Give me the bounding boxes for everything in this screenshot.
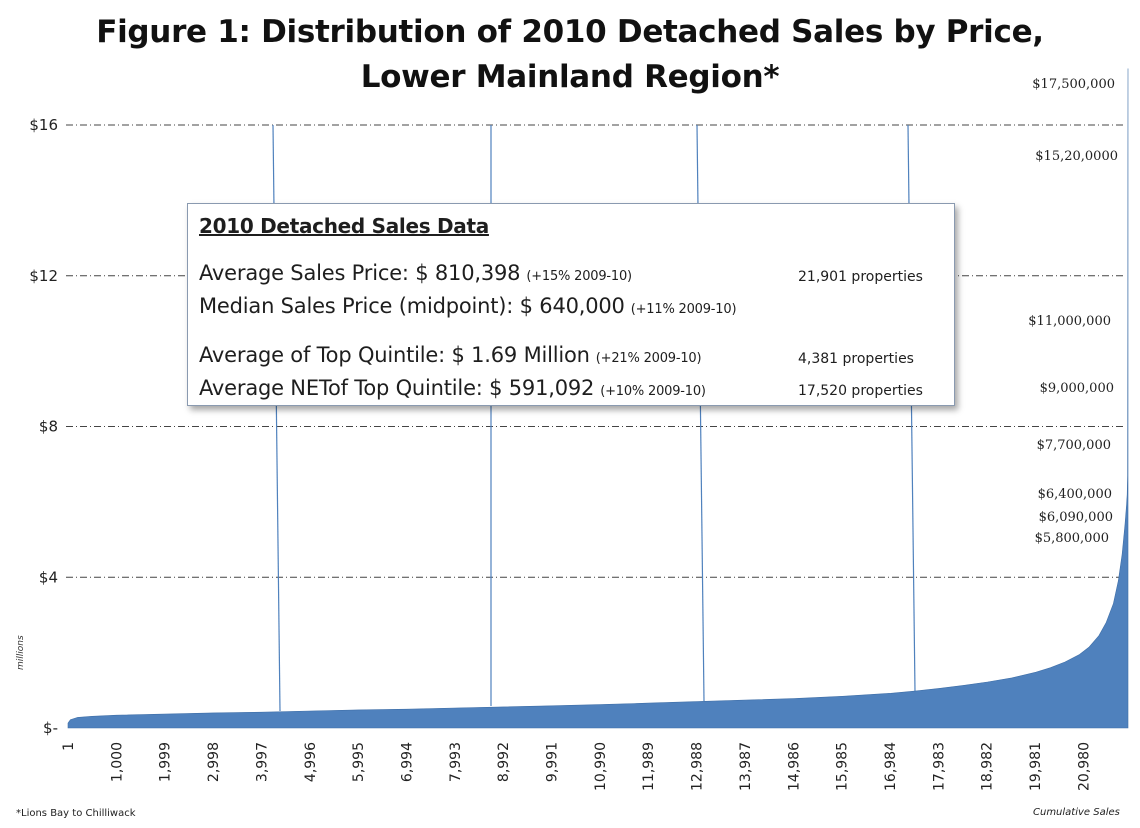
x-axis-labels: 1 1,000 1,999 2,998 3,997 4,996 5,995 6,994 7,99…: [61, 742, 1092, 791]
info-row-median-price: Median Sales Price (midpoint): $ 640,000…: [199, 294, 737, 318]
price-area-series: [67, 68, 1129, 729]
price-annotation: $11,000,000: [1028, 314, 1111, 329]
y-axis-caption: millions: [16, 635, 26, 670]
x-tick-label: 1: [61, 742, 77, 751]
summary-info-box: 2010 Detached Sales Data Average Sales P…: [187, 203, 955, 406]
price-annotation: $7,700,000: [1037, 438, 1111, 453]
info-row-top-quintile: Average of Top Quintile: $ 1.69 Million (…: [199, 343, 702, 367]
info-row-text: Average NETof Top Quintile: $ 591,092: [199, 376, 595, 400]
y-tick-label: $4: [39, 568, 58, 586]
info-row-count: 4,381 properties: [798, 351, 914, 367]
info-row-change: (+10% 2009-10): [600, 384, 706, 399]
x-tick-label: 4,996: [303, 742, 319, 782]
x-tick-label: 1,000: [109, 742, 125, 782]
info-row-change: (+21% 2009-10): [595, 351, 702, 366]
y-tick-label: $12: [29, 267, 58, 285]
y-tick-label: $-: [43, 719, 58, 737]
info-row-text: Average of Top Quintile: $ 1.69 Million: [199, 343, 590, 367]
footnote: *Lions Bay to Chilliwack: [16, 808, 136, 819]
chart-title-line-1: Figure 1: Distribution of 2010 Detached …: [96, 14, 1044, 50]
x-tick-label: 16,984: [883, 742, 899, 791]
info-box-heading: 2010 Detached Sales Data: [199, 214, 489, 238]
info-row-text: Median Sales Price (midpoint): $ 640,000: [199, 294, 625, 318]
price-annotations: $17,500,000 $15,20,0000 $11,000,000 $9,000,…: [1028, 77, 1118, 546]
price-annotation: $9,000,000: [1040, 381, 1114, 396]
y-tick-label: $16: [29, 116, 58, 134]
info-row-average-price: Average Sales Price: $ 810,398 (+15% 2009…: [199, 261, 632, 285]
x-tick-label: 8,992: [496, 742, 512, 782]
price-annotation: $6,090,000: [1039, 510, 1113, 525]
x-tick-label: 10,990: [593, 742, 609, 791]
x-tick-label: 6,994: [400, 742, 416, 782]
price-annotation: $15,20,0000: [1035, 149, 1118, 164]
info-row-change: (+11% 2009-10): [630, 302, 737, 317]
x-tick-label: 5,995: [351, 742, 367, 782]
x-tick-label: 15,985: [835, 742, 851, 791]
x-tick-label: 20,980: [1076, 742, 1092, 791]
x-tick-label: 13,987: [738, 742, 754, 791]
info-row-change: (+15% 2009-10): [526, 269, 632, 284]
price-annotation: $6,400,000: [1038, 487, 1112, 502]
price-annotation: $5,800,000: [1035, 531, 1109, 546]
x-tick-label: 11,989: [641, 742, 657, 791]
info-row-count: 17,520 properties: [798, 383, 923, 399]
x-tick-label: 17,983: [931, 742, 947, 791]
info-row-count: 21,901 properties: [798, 269, 923, 285]
x-tick-label: 18,982: [980, 742, 996, 791]
price-area: [67, 68, 1129, 729]
price-annotation: $17,500,000: [1032, 77, 1115, 92]
x-tick-label: 7,993: [448, 742, 464, 782]
y-tick-label: $8: [39, 418, 58, 436]
x-tick-label: 19,981: [1028, 742, 1044, 791]
chart-title: Figure 1: Distribution of 2010 Detached …: [0, 10, 1140, 100]
x-tick-label: 2,998: [206, 742, 222, 782]
y-axis-labels: $16 $12 $8 $4 $-: [29, 116, 58, 737]
chart-title-line-2: Lower Mainland Region*: [360, 59, 780, 95]
info-row-net-top-quintile: Average NETof Top Quintile: $ 591,092 (+1…: [199, 376, 706, 400]
x-tick-label: 14,986: [786, 742, 802, 791]
x-tick-label: 9,991: [545, 742, 561, 782]
info-row-text: Average Sales Price: $ 810,398: [199, 261, 521, 285]
x-tick-label: 3,997: [254, 742, 270, 782]
x-tick-label: 12,988: [690, 742, 706, 791]
x-axis-caption: Cumulative Sales: [1033, 807, 1120, 818]
x-tick-label: 1,999: [158, 742, 174, 782]
